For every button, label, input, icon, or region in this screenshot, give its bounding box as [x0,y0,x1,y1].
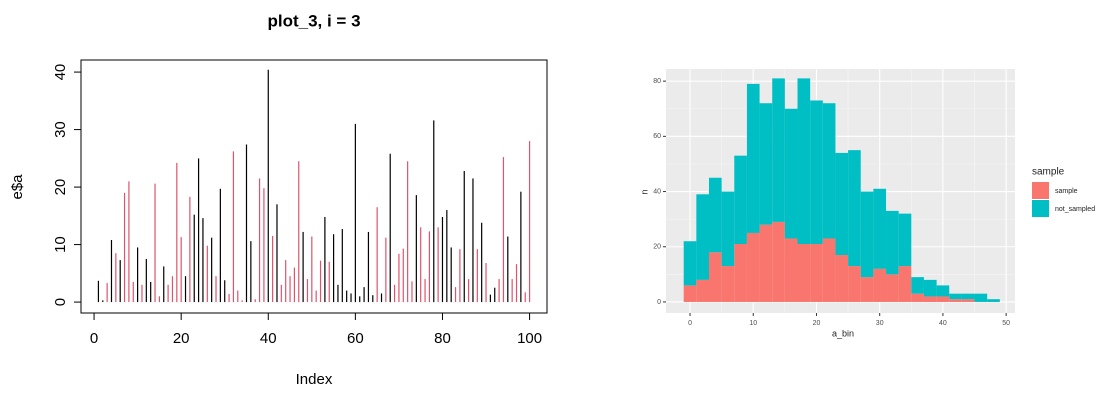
bar-segment [898,213,912,267]
bar-segment [810,100,823,244]
bar-segment [683,241,697,286]
bar-segment [784,108,798,239]
x-tick-label: 50 [1002,320,1010,327]
bar-segment [961,299,975,302]
bar-segment [708,252,722,302]
bar-segment [696,279,709,302]
y-tick-label: 0 [657,299,661,306]
bar-segment [860,277,874,302]
y-tick-label: 80 [653,78,661,85]
bar-segment [848,266,861,302]
bar-segment [734,243,747,302]
x-tick-label: 100 [517,330,542,347]
bar-segment [822,103,836,239]
x-tick-label: 40 [260,330,277,347]
bar-segment [708,177,722,253]
x-tick-label: 0 [688,320,692,327]
bar-segment [911,293,924,302]
bar-segment [683,285,697,302]
plot-frame [80,59,548,314]
legend-key [1032,182,1049,199]
y-axis-label: e$a [9,174,26,200]
bar-segment [772,78,785,222]
bar-segment [797,78,811,244]
bar-segment [911,277,924,294]
x-tick-label: 60 [347,330,364,347]
x-tick-label: 20 [813,320,821,327]
bar-segment [759,103,773,225]
legend-key [1032,200,1049,217]
bar-segment [721,266,735,302]
bar-segment [873,268,887,302]
bar-segment [696,194,709,280]
bar-segment [734,155,747,244]
x-axis-label: a_bin [832,328,854,338]
bar-segment [949,293,962,300]
bar-segment [886,274,899,302]
y-tick-label: 0 [52,298,69,306]
y-tick-label: 40 [52,64,69,81]
y-tick-label: 10 [52,236,69,253]
x-tick-label: 0 [90,330,98,347]
bar-segment [848,150,861,267]
x-tick-label: 40 [939,320,947,327]
y-tick-label: 20 [52,179,69,196]
bar-segment [772,221,785,302]
bar-segment [746,232,760,302]
bar-segment [822,238,836,302]
bar-segment [898,266,912,302]
bar-segment [987,299,1000,302]
bar-segment [923,296,937,302]
bar-segment [721,191,735,267]
bar-segment [797,243,811,302]
bar-segment [784,238,798,302]
x-tick-label: 30 [876,320,884,327]
y-tick-label: 20 [653,244,661,251]
bar-segment [923,279,937,297]
x-tick-label: 10 [749,320,757,327]
bar-segment [886,210,899,275]
bar-segment [949,299,962,302]
x-axis-label: Index [296,371,333,388]
y-tick-label: 30 [52,121,69,138]
x-tick-label: 80 [434,330,451,347]
bar-segment [759,224,773,302]
y-axis-label: n [639,189,649,194]
bar-segment [860,191,874,278]
y-tick-label: 60 [653,133,661,140]
legend-label: not_sampled [1055,206,1095,213]
legend-title: sample [1032,167,1065,178]
bar-segment [961,293,975,300]
bar-segment [936,296,950,302]
bar-segment [974,293,988,302]
bar-segment [810,243,823,302]
bar-segment [873,188,887,269]
legend-label: sample [1055,188,1078,195]
x-tick-label: 20 [173,330,190,347]
bar-segment [835,152,849,256]
bar-segment [746,83,760,233]
y-tick-label: 40 [653,188,661,195]
chart-title: plot_3, i = 3 [267,11,360,30]
bar-segment [835,255,849,302]
bar-segment [936,285,950,297]
